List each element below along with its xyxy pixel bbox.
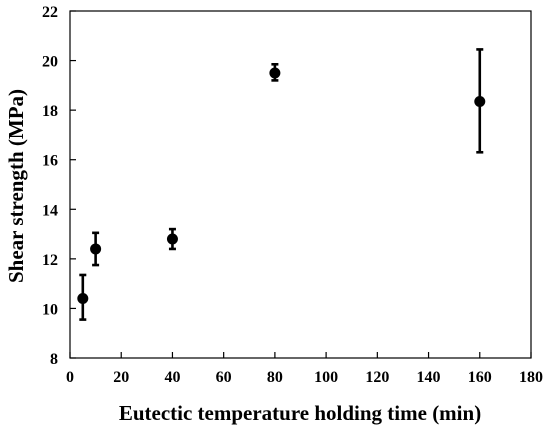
data-point xyxy=(90,243,102,255)
x-tick-label: 40 xyxy=(164,369,180,386)
y-tick-label: 18 xyxy=(42,103,58,120)
x-tick-label: 160 xyxy=(468,369,492,386)
x-tick-label: 20 xyxy=(113,369,129,386)
data-point xyxy=(474,95,486,107)
plot-frame xyxy=(69,10,532,359)
x-tick-label: 60 xyxy=(216,369,232,386)
data-point-group xyxy=(166,227,178,251)
plot-area xyxy=(69,10,532,359)
data-point-group xyxy=(90,231,102,267)
data-point-group xyxy=(474,48,486,154)
x-tick-label: 140 xyxy=(417,369,441,386)
y-tick-label: 20 xyxy=(42,54,58,71)
data-point xyxy=(269,67,281,79)
y-tick-label: 8 xyxy=(50,351,58,368)
x-tick-label: 100 xyxy=(314,369,338,386)
y-tick-label: 16 xyxy=(42,153,58,170)
x-axis-title: Eutectic temperature holding time (min) xyxy=(119,401,481,425)
y-tick-label: 12 xyxy=(42,252,58,269)
x-axis-ticks: 0 20 40 60 80 100 120 140 160 180 xyxy=(66,352,543,386)
x-tick-label: 0 xyxy=(66,369,74,386)
y-tick-label: 14 xyxy=(42,202,58,219)
y-tick-label: 10 xyxy=(42,301,58,318)
y-tick-label: 22 xyxy=(42,4,58,21)
y-axis-title: Shear strength (MPa) xyxy=(4,89,28,283)
data-point xyxy=(166,233,178,245)
data-marks xyxy=(77,48,486,321)
data-point-group xyxy=(77,273,89,321)
y-axis-ticks: 8 10 12 14 16 18 20 22 xyxy=(42,4,76,368)
data-point xyxy=(77,293,89,305)
x-tick-label: 180 xyxy=(519,369,543,386)
data-point-group xyxy=(269,62,281,82)
x-tick-label: 120 xyxy=(365,369,389,386)
x-tick-label: 80 xyxy=(267,369,283,386)
